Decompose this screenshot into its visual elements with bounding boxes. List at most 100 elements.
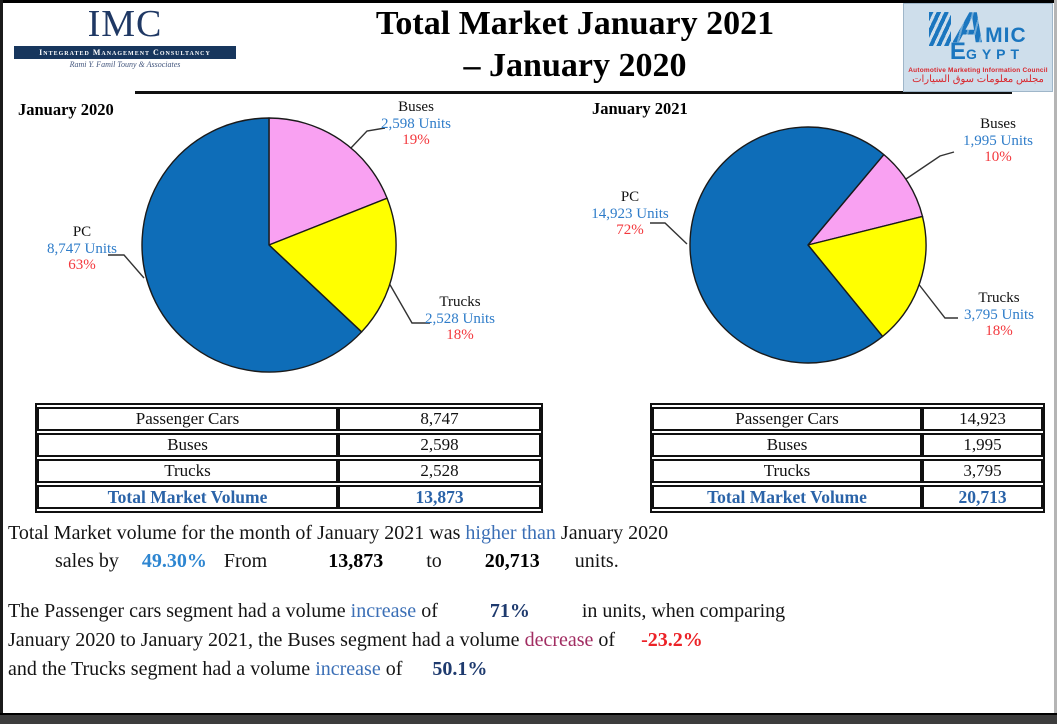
summary-p1-line1: Total Market volume for the month of Jan… [8, 519, 668, 547]
callout-line-buses-2020 [349, 127, 386, 150]
label-pc-2021: PC 14,923 Units 72% [570, 189, 690, 239]
label-pc-2020-pct: 63% [68, 257, 96, 273]
label-pc-2020-units: 8,747 Units [46, 240, 117, 257]
row-value: 2,528 [338, 459, 541, 483]
p1-value-2020: 13,873 [328, 550, 384, 572]
p1-growth-pct: 49.30% [141, 550, 207, 572]
bottom-border-bar [0, 713, 1057, 724]
amic-arabic-text: مجلس معلومات سوق السيارات [912, 74, 1044, 86]
row-label: Trucks [652, 459, 922, 483]
pie-slice-trucks [807, 215, 927, 338]
table-row: Trucks 3,795 [652, 459, 1043, 483]
amic-stripes-icon [929, 12, 952, 47]
summary-p2-line3: and the Trucks segment had a volume incr… [8, 655, 785, 684]
callout-line-trucks-2020 [388, 282, 430, 324]
left-border [0, 0, 3, 717]
title-underline [135, 91, 1012, 94]
row-value: 8,747 [338, 407, 541, 431]
pie-slice-pc [141, 117, 363, 373]
imc-logo: IMC Integrated Management Consultancy Ra… [14, 4, 236, 69]
total-label: Total Market Volume [37, 485, 338, 509]
amic-letter-e: E [949, 38, 966, 66]
callout-line-pc-2021 [650, 222, 688, 245]
label-buses-2020: Buses 2,598 Units 19% [356, 99, 476, 149]
p2-trucks-pct: 50.1% [432, 658, 488, 680]
label-buses-2021-name: Buses [980, 116, 1016, 132]
amic-logo-row1: A MIC [929, 2, 1027, 52]
table-total-row: Total Market Volume 20,713 [652, 485, 1043, 509]
p2-pc-pct: 71% [489, 600, 530, 622]
amic-logo-row2: EGYPT [950, 40, 1024, 64]
label-pc-2021-name: PC [620, 189, 640, 205]
p1-to: to [426, 550, 442, 572]
table-row: Trucks 2,528 [37, 459, 541, 483]
p1-value-2021: 20,713 [484, 550, 540, 572]
chart-title-january-2020: January 2020 [18, 100, 114, 119]
label-trucks-2020-name: Trucks [439, 294, 481, 310]
right-border [1054, 0, 1057, 717]
page-title-line2: – January 2020 [463, 47, 687, 84]
row-value: 1,995 [922, 433, 1043, 457]
callout-line-pc-2020 [108, 254, 145, 279]
row-value: 3,795 [922, 459, 1043, 483]
label-trucks-2020-units: 2,528 Units [424, 310, 495, 327]
row-value: 14,923 [922, 407, 1043, 431]
p1-higher-than: higher than [465, 522, 556, 544]
p2-text-a: The Passenger cars segment had a volume [8, 600, 351, 622]
row-label: Buses [652, 433, 922, 457]
row-label: Trucks [37, 459, 338, 483]
p2-of-2: of [593, 629, 616, 651]
pie-slice-pc [689, 126, 885, 364]
row-value: 2,598 [338, 433, 541, 457]
row-label: Buses [37, 433, 338, 457]
table-row: Passenger Cars 14,923 [652, 407, 1043, 431]
label-pc-2020: PC 8,747 Units 63% [22, 224, 142, 274]
volume-table-2021: Passenger Cars 14,923 Buses 1,995 Trucks 3,… [650, 403, 1045, 513]
amic-letter-a: A [953, 2, 986, 52]
table-row: Buses 1,995 [652, 433, 1043, 457]
label-pc-2021-units: 14,923 Units [591, 205, 669, 222]
table-total-row: Total Market Volume 13,873 [37, 485, 541, 509]
p1-text-a: Total Market volume for the month of Jan… [8, 522, 466, 544]
table-row: Passenger Cars 8,747 [37, 407, 541, 431]
callout-line-trucks-2021 [916, 281, 958, 319]
pie-slice-trucks [268, 197, 397, 333]
label-pc-2021-pct: 72% [616, 222, 644, 238]
p2-of-3: of [380, 658, 403, 680]
imc-tagline: Rami Y. Famil Touny & Associates [69, 60, 181, 69]
summary-paragraph-2: The Passenger cars segment had a volume … [8, 597, 785, 684]
imc-bar-text: Integrated Management Consultancy [14, 46, 236, 59]
total-value: 20,713 [922, 485, 1043, 509]
amic-mic-text: MIC [985, 24, 1027, 48]
pie-chart-january-2020 [108, 117, 430, 373]
p2-text-e: January 2020 to January 2021, the Buses … [8, 629, 525, 651]
p2-increase-trucks: increase [315, 658, 381, 680]
p2-increase-pc: increase [350, 600, 417, 622]
row-label: Passenger Cars [37, 407, 338, 431]
page-title: Total Market January 2021 – January 2020 [255, 3, 895, 87]
total-value: 13,873 [338, 485, 541, 509]
label-trucks-2021: Trucks 3,795 Units 18% [939, 290, 1057, 340]
table-row: Buses 2,598 [37, 433, 541, 457]
p2-text-f: and the Trucks segment had a volume [8, 658, 316, 680]
label-buses-2020-pct: 19% [402, 132, 430, 148]
label-pc-2020-name: PC [72, 224, 92, 240]
pie-slice-buses [807, 153, 924, 246]
row-label: Passenger Cars [652, 407, 922, 431]
total-label: Total Market Volume [652, 485, 922, 509]
p2-buses-pct: -23.2% [641, 629, 703, 651]
p1-sales-by: sales by [55, 550, 119, 572]
callout-line-buses-2021 [905, 151, 955, 180]
p2-decrease-buses: decrease [524, 629, 594, 651]
label-trucks-2021-pct: 18% [985, 323, 1013, 339]
top-border [0, 0, 1057, 3]
label-buses-2021-units: 1,995 Units [962, 132, 1033, 149]
label-trucks-2021-name: Trucks [978, 290, 1020, 306]
chart-title-january-2021: January 2021 [592, 99, 688, 118]
label-buses-2020-units: 2,598 Units [380, 115, 451, 132]
label-trucks-2021-units: 3,795 Units [963, 306, 1034, 323]
amic-egypt-logo: A MIC EGYPT Automotive Marketing Informa… [903, 3, 1053, 92]
amic-gypt-text: GYPT [965, 46, 1025, 63]
p1-from: From [223, 550, 268, 572]
